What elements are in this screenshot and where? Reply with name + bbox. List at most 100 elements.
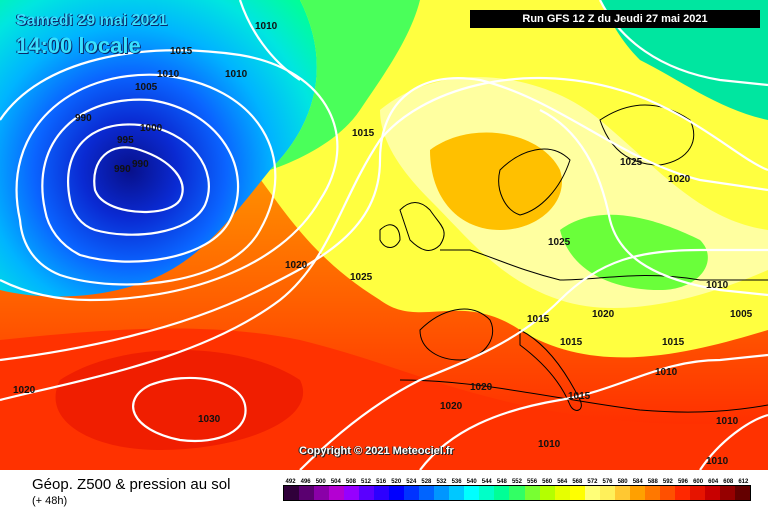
- legend-panel: Géop. Z500 & pression au sol (+ 48h) 492…: [0, 470, 768, 512]
- isobar-label: 1000: [140, 123, 163, 134]
- scale-label: 548: [496, 479, 507, 485]
- scale-swatch: [509, 486, 525, 500]
- isobar-label: 1015: [568, 391, 591, 402]
- scale-swatch: [644, 486, 660, 500]
- isobar-label: 1020: [592, 309, 615, 320]
- scale-swatch: [659, 486, 675, 500]
- scale-swatch: [569, 486, 585, 500]
- color-scale-labels: 492 496 500 504 508 512 516 520 524 528 532 536 540 5…: [283, 479, 751, 485]
- scale-label: 504: [330, 479, 341, 485]
- isobar-label: 1010: [706, 280, 729, 291]
- scale-swatch: [449, 486, 465, 500]
- scale-label: 556: [527, 479, 538, 485]
- scale-label: 500: [315, 479, 326, 485]
- scale-label: 492: [285, 479, 296, 485]
- isobar-label: 1025: [620, 157, 643, 168]
- scale-label: 612: [738, 479, 749, 485]
- isobar-label: 990: [114, 164, 131, 175]
- scale-swatch: [719, 486, 735, 500]
- scale-label: 540: [466, 479, 477, 485]
- isobars: [0, 0, 768, 470]
- scale-label: 544: [481, 479, 492, 485]
- scale-swatch: [674, 486, 690, 500]
- scale-label: 576: [602, 479, 613, 485]
- scale-swatch: [359, 486, 375, 500]
- scale-label: 588: [647, 479, 658, 485]
- isobar-label: 1020: [470, 382, 493, 393]
- scale-label: 516: [376, 479, 387, 485]
- scale-swatch: [464, 486, 480, 500]
- map-area: Samedi 29 mai 2021 14:00 locale Run GFS …: [0, 0, 768, 470]
- scale-swatch: [329, 486, 345, 500]
- scale-label: 592: [662, 479, 673, 485]
- scale-swatch: [614, 486, 630, 500]
- isobar-label: 1010: [255, 21, 278, 32]
- isobar-label: 1010: [655, 367, 678, 378]
- scale-swatch: [389, 486, 405, 500]
- scale-label: 600: [693, 479, 704, 485]
- isobar-label: 1030: [198, 414, 221, 425]
- isobar-label: 1015: [662, 337, 685, 348]
- model-run-label: Run GFS 12 Z du Jeudi 27 mai 2021: [470, 10, 760, 28]
- isobar-label: 1005: [730, 309, 753, 320]
- scale-label: 572: [587, 479, 598, 485]
- scale-swatch: [299, 486, 315, 500]
- scale-label: 528: [421, 479, 432, 485]
- scale-swatch: [539, 486, 555, 500]
- isobar-label: 1020: [13, 385, 36, 396]
- isobar-label: 1005: [135, 82, 158, 93]
- scale-label: 608: [723, 479, 734, 485]
- product-title: Géop. Z500 & pression au sol: [32, 476, 231, 493]
- scale-swatch: [554, 486, 570, 500]
- scale-label: 536: [451, 479, 462, 485]
- isobar-label: 1020: [668, 174, 691, 185]
- scale-label: 552: [511, 479, 522, 485]
- scale-label: 604: [708, 479, 719, 485]
- isobar-label: 1015: [352, 128, 375, 139]
- scale-swatch: [419, 486, 435, 500]
- isobar-label: 995: [117, 135, 134, 146]
- isobar-label: 1020: [440, 401, 463, 412]
- scale-swatch: [689, 486, 705, 500]
- isobar-label: 1010: [706, 456, 729, 467]
- scale-label: 512: [361, 479, 372, 485]
- scale-label: 568: [572, 479, 583, 485]
- scale-label: 532: [436, 479, 447, 485]
- scale-label: 520: [391, 479, 402, 485]
- scale-label: 508: [345, 479, 356, 485]
- isobar-label: 1010: [716, 416, 739, 427]
- scale-label: 564: [557, 479, 568, 485]
- scale-swatch: [284, 486, 300, 500]
- forecast-lead: (+ 48h): [32, 495, 68, 507]
- color-scale-bar: [283, 485, 751, 501]
- scale-swatch: [344, 486, 360, 500]
- scale-swatch: [629, 486, 645, 500]
- isobar-label: 1015: [170, 46, 193, 57]
- color-scale: 492 496 500 504 508 512 516 520 524 528 532 536 540 5…: [283, 479, 751, 501]
- scale-swatch: [434, 486, 450, 500]
- scale-label: 560: [542, 479, 553, 485]
- scale-swatch: [374, 486, 390, 500]
- forecast-time: 14:00 locale: [16, 33, 141, 58]
- scale-swatch: [479, 486, 495, 500]
- scale-label: 596: [677, 479, 688, 485]
- scale-swatch: [599, 486, 615, 500]
- forecast-date: Samedi 29 mai 2021: [16, 12, 168, 29]
- geopotential-field: [0, 0, 768, 470]
- isobar-label: 990: [132, 159, 149, 170]
- scale-swatch: [584, 486, 600, 500]
- isobar-label: 1025: [548, 237, 571, 248]
- isobar-label: 1010: [225, 69, 248, 80]
- scale-label: 524: [406, 479, 417, 485]
- coastlines: [379, 104, 768, 413]
- copyright-text: Copyright © 2021 Meteociel.fr: [299, 445, 454, 457]
- isobar-label: 1015: [560, 337, 583, 348]
- scale-swatch: [314, 486, 330, 500]
- scale-label: 496: [300, 479, 311, 485]
- scale-label: 580: [617, 479, 628, 485]
- scale-swatch: [734, 486, 750, 500]
- isobar-label: 1025: [350, 272, 373, 283]
- isobar-label: 1015: [527, 314, 550, 325]
- scale-swatch: [704, 486, 720, 500]
